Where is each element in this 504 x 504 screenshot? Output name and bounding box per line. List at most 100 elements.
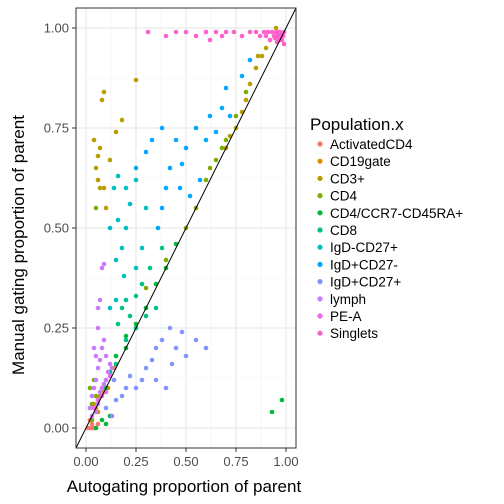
point-cd4 xyxy=(93,205,99,211)
point-cd4 xyxy=(143,285,149,291)
point-cd4-ccr7-cd45ra- xyxy=(103,421,109,427)
x-axis-title: Autogating proportion of parent xyxy=(67,477,302,496)
point-igd-cd27- xyxy=(107,305,113,311)
point-cd3- xyxy=(113,129,119,135)
y-tick-label: 0.50 xyxy=(44,221,69,236)
point-lymph xyxy=(95,305,101,311)
point-igd-cd27- xyxy=(115,173,121,179)
point-igd-cd27- xyxy=(133,385,139,391)
point-cd4 xyxy=(87,385,93,391)
point-igd-cd27- xyxy=(115,217,121,223)
legend-label: ActivatedCD4 xyxy=(330,137,413,152)
point-igd-cd27- xyxy=(121,273,127,279)
point-singlets xyxy=(145,29,151,35)
point-cd3- xyxy=(95,177,101,183)
point-singlets xyxy=(265,29,271,35)
point-cd8 xyxy=(139,281,145,287)
legend-label: Singlets xyxy=(330,326,378,341)
legend-label: IgD-CD27+ xyxy=(330,240,398,255)
point-igd-cd27- xyxy=(193,337,199,343)
legend-item: Singlets xyxy=(317,326,378,341)
point-lymph xyxy=(99,385,105,391)
legend-label: lymph xyxy=(330,292,366,307)
point-lymph xyxy=(97,389,103,395)
point-activatedcd4 xyxy=(89,425,95,431)
point-igd-cd27- xyxy=(149,357,155,363)
point-igd-cd27- xyxy=(153,377,159,383)
legend-swatch xyxy=(317,313,323,319)
point-igd-cd27- xyxy=(213,129,219,135)
point-cd4-ccr7-cd45ra- xyxy=(269,409,275,415)
point-cd4 xyxy=(203,177,209,183)
legend-item: CD4/CCR7-CD45RA+ xyxy=(317,206,463,221)
x-tick-label: 0.00 xyxy=(73,454,98,469)
point-igd-cd27- xyxy=(119,245,125,251)
point-cd3- xyxy=(103,205,109,211)
point-cd4 xyxy=(233,113,239,119)
grid-lines xyxy=(76,8,296,448)
point-lymph xyxy=(95,365,101,371)
point-cd3- xyxy=(243,97,249,103)
legend-label: CD4/CCR7-CD45RA+ xyxy=(330,206,463,221)
point-cd4-ccr7-cd45ra- xyxy=(113,353,119,359)
point-igd-cd27- xyxy=(143,205,149,211)
point-activatedcd4 xyxy=(89,421,95,427)
point-cd8 xyxy=(133,293,139,299)
point-igd-cd27- xyxy=(143,149,149,155)
point-cd4-ccr7-cd45ra- xyxy=(123,333,129,339)
point-lymph xyxy=(97,297,103,303)
point-lymph xyxy=(107,361,113,367)
point-lymph xyxy=(91,385,97,391)
point-igd-cd27- xyxy=(139,245,145,251)
point-singlets xyxy=(173,29,179,35)
point-igd-cd27- xyxy=(207,113,213,119)
point-cd3- xyxy=(263,45,269,51)
point-igd-cd27- xyxy=(113,257,119,263)
point-igd-cd27- xyxy=(133,177,139,183)
point-lymph xyxy=(87,405,93,411)
y-tick-label: 1.00 xyxy=(44,21,69,36)
legend-swatch xyxy=(317,330,323,336)
point-igd-cd27- xyxy=(167,325,173,331)
point-cd4 xyxy=(89,401,95,407)
legend-item: ActivatedCD4 xyxy=(317,137,413,152)
point-activatedcd4 xyxy=(95,421,101,427)
data-points xyxy=(85,25,287,431)
legend-label: CD4 xyxy=(330,189,357,204)
point-singlets xyxy=(269,29,275,35)
point-cd4 xyxy=(243,89,249,95)
point-cd3- xyxy=(99,97,105,103)
point-igd-cd27- xyxy=(197,177,203,183)
point-singlets xyxy=(219,33,225,39)
y-tick-label: 0.25 xyxy=(44,321,69,336)
point-lymph xyxy=(97,357,103,363)
point-cd4-ccr7-cd45ra- xyxy=(93,425,99,431)
point-singlets xyxy=(231,29,237,35)
point-singlets xyxy=(207,37,213,43)
legend-item: CD4 xyxy=(317,189,357,204)
point-igd-cd27- xyxy=(123,385,129,391)
point-igd-cd27- xyxy=(149,137,155,143)
point-cd8 xyxy=(147,265,153,271)
point-lymph xyxy=(101,337,107,343)
point-cd4 xyxy=(93,393,99,399)
point-cd3- xyxy=(97,185,103,191)
point-singlets xyxy=(223,29,229,35)
point-igd-cd27- xyxy=(177,185,183,191)
point-igd-cd27- xyxy=(155,225,161,231)
x-tick-label: 1.00 xyxy=(273,454,298,469)
point-igd-cd27- xyxy=(203,137,209,143)
point-singlets xyxy=(275,29,281,35)
point-igd-cd27- xyxy=(123,225,129,231)
point-igd-cd27- xyxy=(179,161,185,167)
point-singlets xyxy=(193,33,199,39)
legend-swatch xyxy=(317,244,323,250)
point-igd-cd27- xyxy=(219,105,225,111)
point-cd4 xyxy=(207,165,213,171)
point-igd-cd27- xyxy=(173,137,179,143)
legend-item: IgD+CD27+ xyxy=(317,275,401,290)
legend-item: IgD+CD27- xyxy=(317,257,398,272)
point-igd-cd27- xyxy=(119,393,125,399)
point-igd-cd27- xyxy=(111,185,117,191)
